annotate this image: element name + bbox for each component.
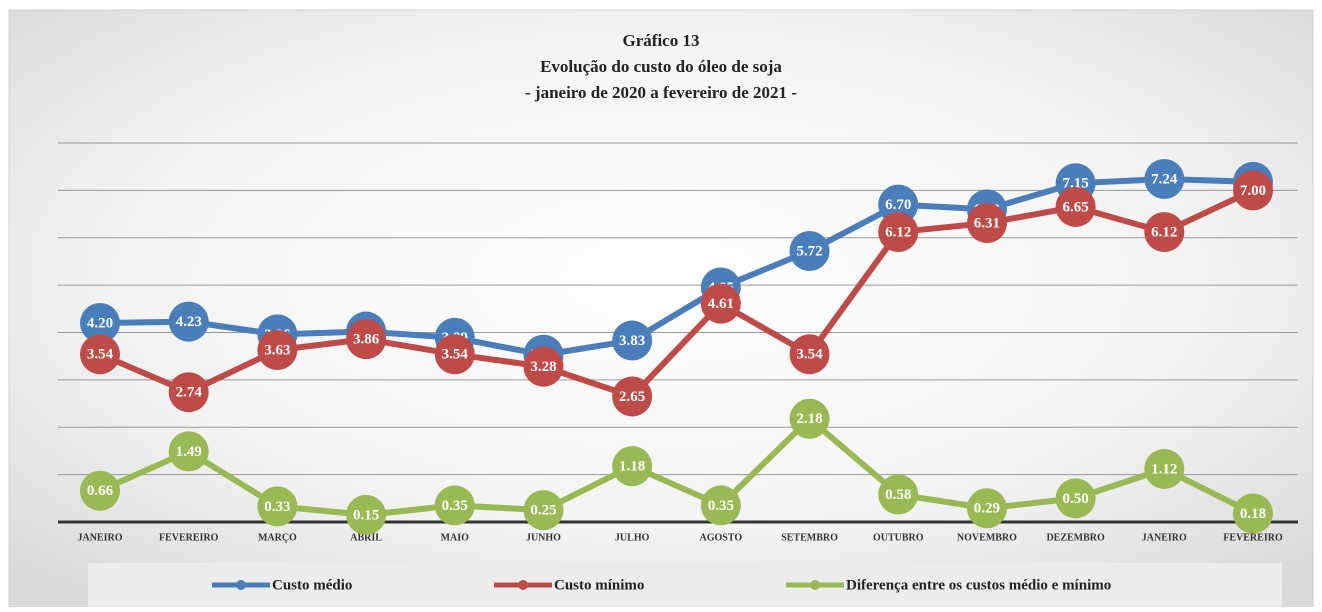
point-marker: [168, 301, 209, 342]
point-marker: [434, 485, 475, 526]
x-tick-label: ABRIL: [350, 532, 382, 543]
data-label: 0.35: [442, 498, 468, 514]
x-tick-label: SETEMBRO: [781, 532, 838, 543]
point-marker: [1055, 186, 1096, 227]
x-tick-label: MAIO: [441, 532, 470, 543]
data-label: 6.70: [885, 197, 911, 213]
point-marker: [434, 334, 475, 375]
legend-marker: [518, 580, 528, 590]
data-label: 3.54: [442, 347, 469, 363]
data-label: 3.86: [353, 332, 380, 348]
x-tick-label: AGOSTO: [700, 532, 743, 543]
point-marker: [1144, 448, 1185, 489]
data-label: 7.00: [1240, 183, 1266, 199]
data-label: 3.63: [264, 342, 290, 358]
point-marker: [346, 494, 387, 535]
data-label: 2.18: [796, 411, 822, 427]
data-label: 0.58: [885, 487, 911, 503]
point-marker: [700, 485, 741, 526]
data-label: 7.15: [1062, 176, 1088, 192]
x-tick-label: DEZEMBRO: [1046, 532, 1105, 543]
data-label: 6.65: [1062, 199, 1088, 215]
data-label: 0.66: [87, 483, 114, 499]
point-marker: [80, 470, 120, 511]
data-label: 5.72: [796, 243, 822, 259]
point-marker: [1055, 478, 1096, 519]
point-marker: [612, 320, 653, 361]
legend-marker: [236, 580, 246, 590]
x-tick-label: MARÇO: [258, 532, 297, 543]
x-tick-label: JUNHO: [526, 532, 561, 543]
data-label: 2.74: [176, 385, 203, 401]
point-marker: [878, 212, 919, 253]
x-tick-label: JULHO: [615, 532, 650, 543]
point-marker: [966, 203, 1007, 244]
data-label: 4.61: [708, 296, 734, 312]
data-label: 3.54: [796, 347, 823, 363]
x-tick-label: FEVEREIRO: [1223, 532, 1283, 543]
point-marker: [612, 446, 653, 487]
point-marker: [878, 184, 919, 225]
chart-title: Gráfico 13: [623, 31, 700, 50]
legend-box: [88, 563, 1282, 607]
data-label: 0.15: [353, 507, 379, 523]
data-label: 6.12: [1151, 225, 1177, 241]
point-marker: [80, 334, 120, 375]
x-tick-label: JANEIRO: [77, 532, 122, 543]
legend-label: Diferença entre os custos médio e mínimo: [846, 577, 1111, 593]
data-label: 4.23: [176, 314, 202, 330]
point-marker: [878, 474, 919, 515]
data-label: 1.18: [619, 459, 645, 475]
point-marker: [789, 334, 830, 375]
data-label: 6.12: [885, 225, 911, 241]
point-marker: [966, 488, 1007, 529]
data-label: 0.35: [708, 498, 734, 514]
point-marker: [257, 486, 298, 527]
x-tick-label: NOVEMBRO: [957, 532, 1017, 543]
point-marker: [789, 231, 830, 272]
data-label: 0.25: [530, 503, 556, 519]
data-label: 1.49: [176, 444, 202, 460]
data-label: 3.28: [530, 359, 556, 375]
point-marker: [1233, 493, 1273, 534]
data-label: 0.18: [1240, 506, 1266, 522]
point-marker: [523, 490, 564, 531]
data-label: 3.54: [87, 347, 114, 363]
point-marker: [523, 346, 564, 387]
chart-frame: [8, 9, 1314, 608]
data-label: 0.29: [974, 501, 1000, 517]
data-label: 3.83: [619, 333, 645, 349]
point-marker: [612, 376, 653, 417]
chart-title: - janeiro de 2020 a fevereiro de 2021 -: [525, 83, 797, 102]
point-marker: [1233, 170, 1273, 211]
point-marker: [80, 303, 120, 344]
x-tick-label: JANEIRO: [1142, 532, 1187, 543]
point-marker: [168, 431, 209, 472]
data-label: 0.33: [264, 499, 290, 515]
data-label: 7.24: [1151, 171, 1178, 187]
data-label: 2.65: [619, 389, 645, 405]
legend-label: Custo mínimo: [554, 577, 644, 593]
point-marker: [168, 372, 209, 413]
x-tick-label: OUTUBRO: [873, 532, 924, 543]
data-label: 0.50: [1062, 491, 1088, 507]
point-marker: [1144, 159, 1185, 200]
legend-marker: [810, 580, 820, 590]
point-marker: [257, 330, 298, 371]
legend-label: Custo médio: [272, 577, 352, 593]
x-tick-label: FEVEREIRO: [159, 532, 219, 543]
data-label: 6.31: [974, 216, 1000, 232]
data-label: 1.12: [1151, 461, 1177, 477]
point-marker: [700, 283, 741, 324]
point-marker: [346, 319, 387, 360]
point-marker: [1144, 212, 1185, 253]
chart-title: Evolução do custo do óleo de soja: [540, 57, 782, 76]
point-marker: [789, 398, 830, 439]
data-label: 4.20: [87, 315, 113, 331]
